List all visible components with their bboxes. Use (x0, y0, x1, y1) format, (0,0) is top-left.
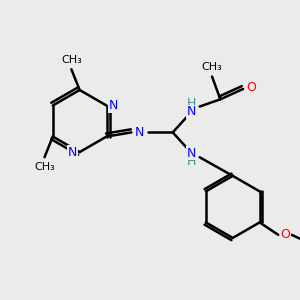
Text: CH₃: CH₃ (34, 162, 55, 172)
Text: N: N (68, 146, 77, 159)
Text: O: O (246, 81, 256, 94)
Text: O: O (280, 228, 290, 241)
Text: N: N (135, 126, 144, 139)
Text: N: N (187, 105, 196, 118)
Text: H: H (187, 155, 196, 168)
Text: N: N (109, 99, 119, 112)
Text: H: H (187, 97, 196, 110)
Text: N: N (187, 147, 196, 160)
Text: CH₃: CH₃ (202, 62, 222, 72)
Text: CH₃: CH₃ (61, 55, 82, 65)
